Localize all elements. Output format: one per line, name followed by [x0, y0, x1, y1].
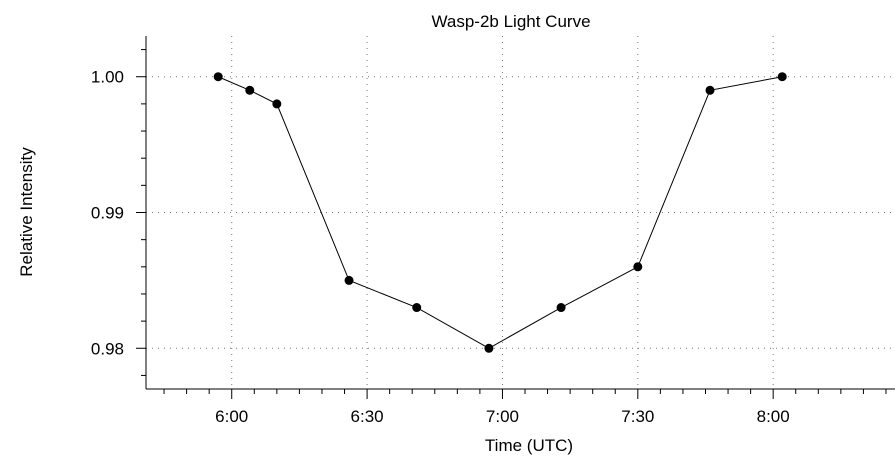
data-point [245, 85, 255, 95]
y-axis-label: Relative Intensity [17, 147, 36, 277]
data-point [777, 72, 787, 82]
grid-lines [146, 36, 895, 389]
x-tick-label: 7:30 [621, 407, 654, 426]
x-axis-label: Time (UTC) [485, 436, 573, 455]
data-point [344, 275, 354, 285]
data-point [633, 262, 643, 272]
y-tick-label: 1.00 [91, 68, 124, 87]
x-tick-label: 6:00 [215, 407, 248, 426]
x-tick-label: 8:00 [757, 407, 790, 426]
x-tick-label: 7:00 [486, 407, 519, 426]
ticks: 6:00 6:30 7:00 7:30 8:00 1.00 0.99 0.98 [91, 49, 887, 426]
y-tick-label: 0.99 [91, 204, 124, 223]
series [213, 72, 787, 353]
data-point [412, 303, 422, 313]
data-point [272, 99, 282, 109]
data-point [484, 343, 494, 353]
data-point [556, 303, 566, 313]
x-tick-label: 6:30 [351, 407, 384, 426]
data-point [705, 85, 715, 95]
data-point [213, 72, 223, 82]
series-line [217, 76, 783, 349]
y-tick-label: 0.98 [91, 339, 124, 358]
chart-title: Wasp-2b Light Curve [431, 12, 590, 31]
